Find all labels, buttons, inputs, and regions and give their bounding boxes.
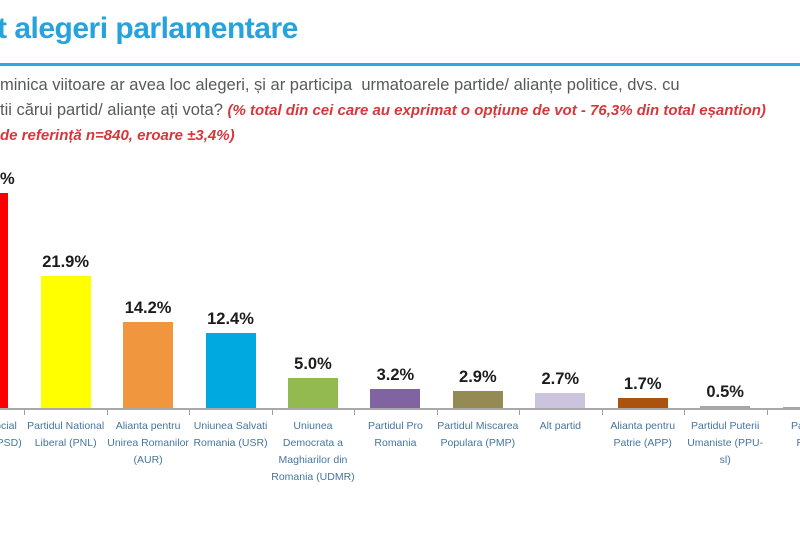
bar-alt-partid	[535, 393, 586, 409]
title-underline	[0, 63, 800, 66]
x-axis-line	[0, 408, 800, 410]
value-label-psd: %	[0, 170, 15, 188]
category-label-psd: Partidul Social Democrat (PSD)	[0, 420, 22, 449]
axis-tick	[766, 410, 768, 415]
plot-area-psd: %	[0, 160, 24, 409]
page-title: t alegeri parlamentare	[0, 12, 298, 45]
category-label-app: Alianta pentru Patrie (APP)	[610, 420, 676, 449]
bar-column-alt-partid: 2.7% Alt partid	[519, 160, 601, 486]
value-label-pro-romania: 3.2%	[376, 366, 415, 384]
axis-tick	[354, 410, 356, 415]
bar-usr	[205, 333, 256, 409]
bar-column-pnl: 21.9% Partidul National Liberal (PNL)	[24, 160, 106, 486]
bar-pmp	[452, 391, 503, 409]
value-label-app: 1.7%	[623, 375, 662, 393]
bar-aur	[123, 322, 174, 409]
category-label-pro-romania: Partidul Pro Romania	[367, 420, 423, 449]
bar-psd	[0, 193, 9, 409]
value-label-alt-partid: 2.7%	[541, 370, 580, 388]
bar-column-clipped-right: 0. Partidu Rom (P	[766, 160, 800, 486]
bar-app	[617, 398, 668, 409]
category-label-alt-partid: Alt partid	[539, 420, 581, 432]
axis-tick	[106, 410, 108, 415]
value-label-pmp: 2.9%	[459, 368, 497, 386]
value-label-udmr: 5.0%	[294, 355, 332, 373]
bar-pnl	[40, 276, 91, 409]
value-label-ppu-sl: 0.5%	[706, 383, 744, 401]
question-note-red: (% total din cei care au exprimat o opți…	[227, 102, 766, 119]
value-label-pnl: 21.9%	[42, 253, 90, 271]
category-label-usr: Uniunea Salvati Romania (USR)	[193, 420, 268, 449]
axis-tick	[519, 410, 521, 415]
value-label-aur: 14.2%	[124, 299, 172, 317]
bar-udmr	[287, 378, 338, 409]
bar-column-pmp: 2.9% Partidul Miscarea Populara (PMP)	[437, 160, 519, 486]
bar-column-usr: 12.4% Uniunea Salvati Romania (USR)	[189, 160, 271, 486]
question-line-2: tii cărui partid/ alianțe ați vota? (% t…	[0, 101, 800, 120]
category-label-pnl: Partidul National Liberal (PNL)	[27, 420, 105, 449]
category-label-aur: Alianta pentru Unirea Romanilor (AUR)	[107, 420, 189, 466]
bar-column-aur: 14.2% Alianta pentru Unirea Romanilor (AU…	[107, 160, 189, 486]
axis-tick	[24, 410, 26, 415]
axis-tick	[436, 410, 438, 415]
plot-area-aur: 14.2%	[107, 160, 189, 409]
category-label-ppu-sl: Partidul Puterii Umaniste (PPU-sl)	[687, 420, 764, 466]
plot-area-ppu-sl: 0.5%	[684, 160, 766, 409]
axis-tick	[189, 410, 191, 415]
plot-area-pnl: 21.9%	[24, 160, 106, 409]
plot-area-usr: 12.4%	[189, 160, 271, 409]
plot-area-udmr: 5.0%	[272, 160, 354, 409]
sample-note-red: de referință n=840, eroare ±3,4%)	[0, 127, 235, 144]
question-line-1: minica viitoare ar avea loc alegeri, și …	[0, 76, 680, 94]
bar-ppu-sl	[700, 406, 751, 409]
axis-tick	[271, 410, 273, 415]
bar-column-psd: % Partidul Social Democrat (PSD)	[0, 160, 24, 486]
bar-column-udmr: 5.0% Uniunea Democrata a Maghiarilor din …	[271, 160, 355, 486]
axis-tick	[684, 410, 686, 415]
bar-pro-romania	[370, 389, 421, 409]
plot-area-app: 1.7%	[602, 160, 684, 409]
plot-area-clipped-right: 0.	[766, 160, 800, 409]
bar-column-pro-romania: 3.2% Partidul Pro Romania	[354, 160, 436, 486]
axis-tick	[601, 410, 603, 415]
plot-area-pro-romania: 3.2%	[354, 160, 436, 409]
plot-area-alt-partid: 2.7%	[519, 160, 601, 409]
question-line-2-text: tii cărui partid/ alianțe ați vota?	[0, 101, 228, 119]
category-label-udmr: Uniunea Democrata a Maghiarilor din Roma…	[271, 420, 355, 483]
bar-chart: % Partidul Social Democrat (PSD) 21.9% Part…	[0, 160, 800, 486]
value-label-usr: 12.4%	[207, 310, 254, 328]
category-label-clipped-right: Partidu Rom (P	[790, 420, 800, 449]
bar-column-ppu-sl: 0.5% Partidul Puterii Umaniste (PPU-sl)	[684, 160, 766, 486]
question-line-3: de referință n=840, eroare ±3,4%)	[0, 127, 235, 145]
plot-area-pmp: 2.9%	[437, 160, 519, 409]
bar-column-app: 1.7% Alianta pentru Patrie (APP)	[602, 160, 684, 486]
category-label-pmp: Partidul Miscarea Populara (PMP)	[437, 420, 519, 449]
